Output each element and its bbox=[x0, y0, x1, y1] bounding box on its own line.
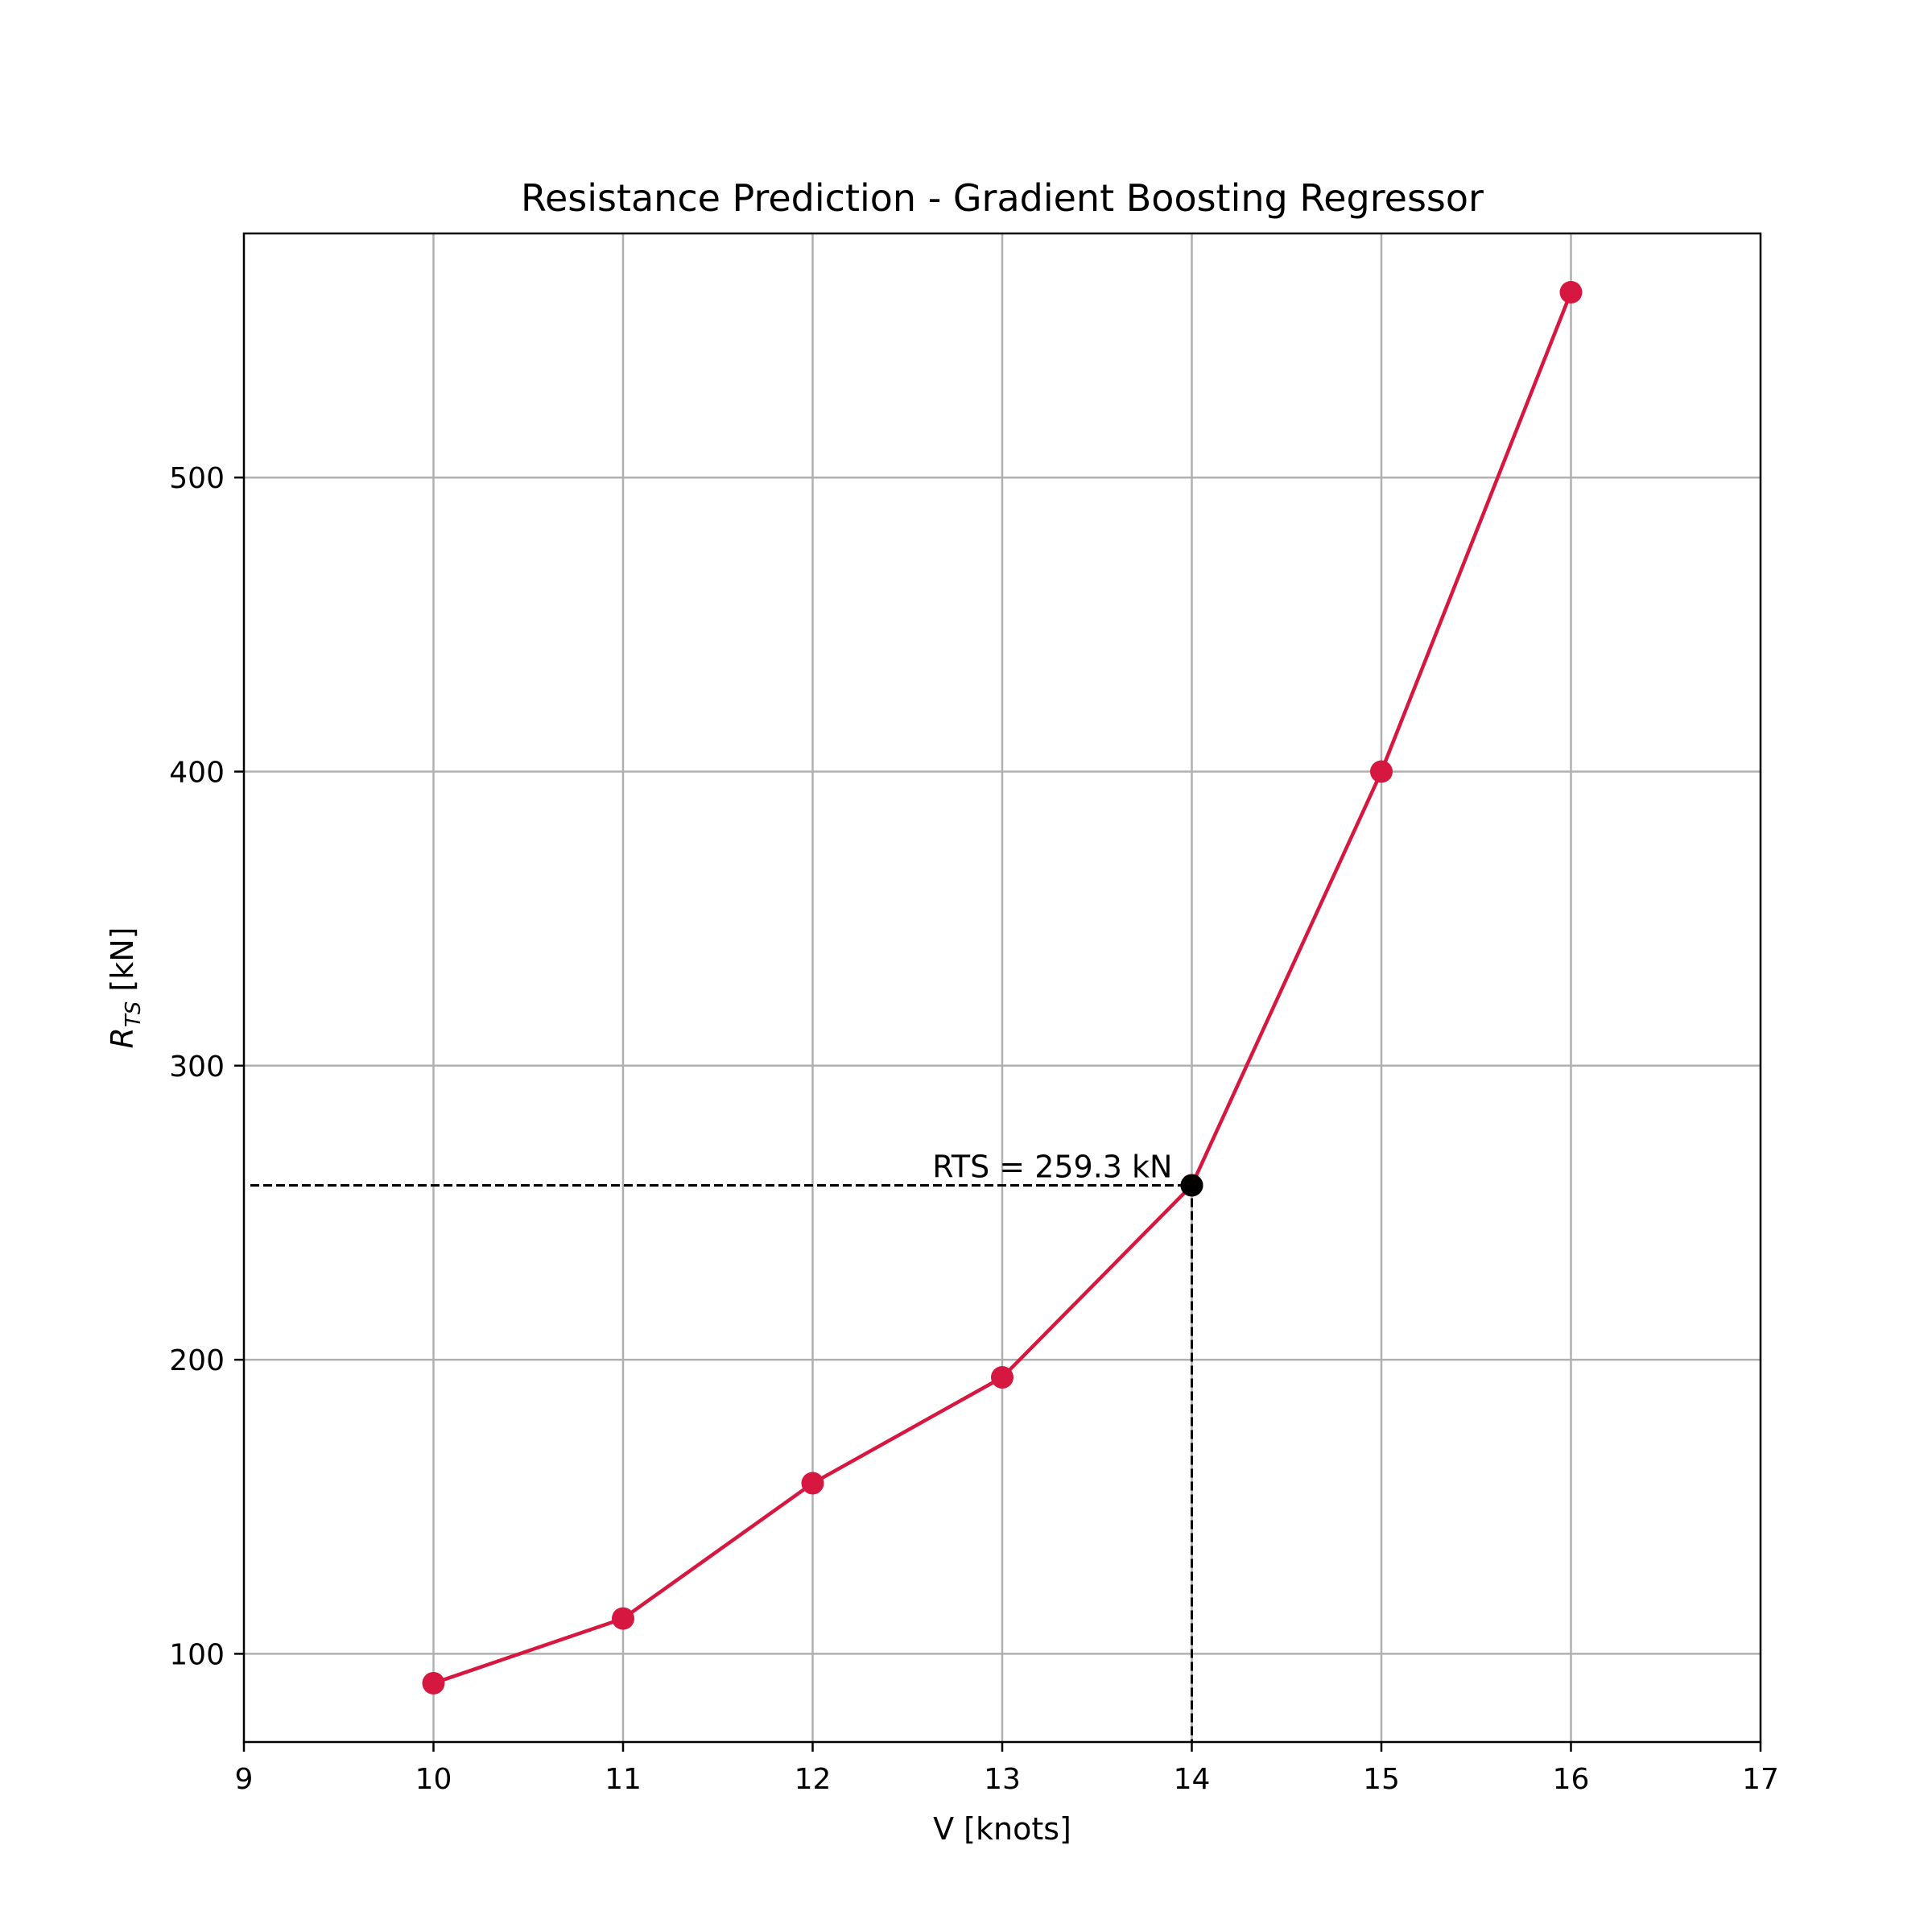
data-point bbox=[612, 1607, 634, 1630]
y-axis-label-unit: [kN] bbox=[105, 927, 140, 1001]
x-tick-label: 17 bbox=[1742, 1763, 1779, 1796]
data-point bbox=[1559, 281, 1583, 304]
x-tick-label: 10 bbox=[415, 1763, 452, 1796]
highlight-label: RTS = 259.3 kN bbox=[932, 1149, 1172, 1184]
highlight-point bbox=[1180, 1174, 1203, 1197]
x-tick-label: 16 bbox=[1553, 1763, 1590, 1796]
data-point bbox=[801, 1472, 824, 1495]
data-point bbox=[422, 1671, 445, 1695]
reference-lines bbox=[250, 1183, 1193, 1742]
grid-lines bbox=[244, 233, 1761, 1742]
axis-ticks: 9 10 11 12 13 14 15 16 17 100 200 300 400 500 bbox=[169, 462, 1779, 1796]
y-tick-label: 400 bbox=[169, 757, 225, 790]
x-tick-label: 14 bbox=[1174, 1763, 1211, 1796]
x-tick-label: 12 bbox=[795, 1763, 832, 1796]
data-point bbox=[991, 1366, 1013, 1389]
data-point bbox=[1370, 760, 1393, 783]
annotations: RTS = 259.3 kN bbox=[932, 1149, 1203, 1197]
chart-title: Resistance Prediction - Gradient Boostin… bbox=[521, 176, 1484, 220]
y-axis-label-symbol: R bbox=[105, 1027, 140, 1048]
y-tick-label: 500 bbox=[169, 462, 225, 495]
y-tick-label: 100 bbox=[169, 1638, 225, 1671]
y-tick-label: 300 bbox=[169, 1051, 225, 1084]
x-tick-label: 15 bbox=[1363, 1763, 1400, 1796]
x-tick-label: 11 bbox=[605, 1763, 642, 1796]
y-tick-label: 200 bbox=[169, 1344, 225, 1377]
x-axis-label: V [knots] bbox=[933, 1811, 1071, 1847]
y-axis-label-subscript: TS bbox=[122, 1001, 146, 1027]
x-tick-label: 13 bbox=[984, 1763, 1021, 1796]
y-axis-label: RTS [kN] bbox=[105, 927, 146, 1049]
x-tick-label: 9 bbox=[235, 1763, 254, 1796]
